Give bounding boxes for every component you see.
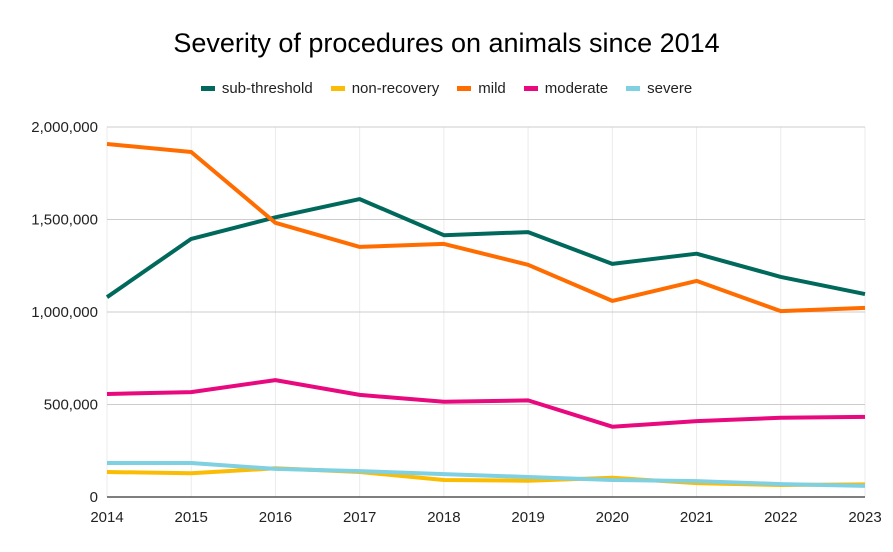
legend-item-sub-threshold: sub-threshold xyxy=(200,80,313,97)
x-tick-label: 2023 xyxy=(848,509,881,526)
y-tick-label: 0 xyxy=(90,489,98,506)
x-tick-label: 2015 xyxy=(175,509,208,526)
series-lines xyxy=(105,142,866,488)
x-tick-label: 2020 xyxy=(596,509,629,526)
series-line-mild xyxy=(106,142,866,314)
y-tick-label: 1,000,000 xyxy=(31,304,98,321)
series-line-sub-threshold xyxy=(105,197,866,299)
series-line-moderate xyxy=(106,378,866,429)
legend-label: non-recovery xyxy=(351,80,440,97)
x-axis-ticks: 2014 2015 2016 2017 2018 2019 2020 2021 2022 2023 xyxy=(90,509,881,526)
y-tick-label: 500,000 xyxy=(44,397,98,414)
legend-label: sub-threshold xyxy=(221,80,313,97)
legend-swatch xyxy=(626,86,641,91)
legend-item-mild: mild xyxy=(457,80,506,97)
x-tick-label: 2021 xyxy=(680,509,713,526)
x-tick-label: 2014 xyxy=(90,509,123,526)
legend-swatch xyxy=(457,86,472,91)
y-tick-label: 2,000,000 xyxy=(31,119,98,136)
chart-title: Severity of procedures on animals since … xyxy=(173,28,720,58)
gridlines xyxy=(106,126,866,498)
x-tick-label: 2018 xyxy=(427,509,460,526)
legend-item-severe: severe xyxy=(626,80,692,97)
x-tick-label: 2022 xyxy=(764,509,797,526)
legend-swatch xyxy=(330,86,345,91)
legend-swatch xyxy=(523,86,538,91)
series-line-severe xyxy=(107,461,866,488)
x-tick-label: 2019 xyxy=(511,509,544,526)
legend-label: severe xyxy=(647,80,693,97)
legend-item-non-recovery: non-recovery xyxy=(330,80,440,97)
legend-label: mild xyxy=(478,80,506,97)
x-tick-label: 2016 xyxy=(259,509,292,526)
legend-swatch xyxy=(200,86,215,91)
x-tick-label: 2017 xyxy=(343,509,376,526)
y-tick-label: 1,500,000 xyxy=(31,212,98,229)
y-axis-ticks: 0 500,000 1,000,000 1,500,000 2,000,000 xyxy=(31,119,98,506)
legend-item-moderate: moderate xyxy=(523,80,609,97)
legend: sub-threshold non-recovery mild moderate sev… xyxy=(0,80,893,97)
legend-label: moderate xyxy=(544,80,609,97)
